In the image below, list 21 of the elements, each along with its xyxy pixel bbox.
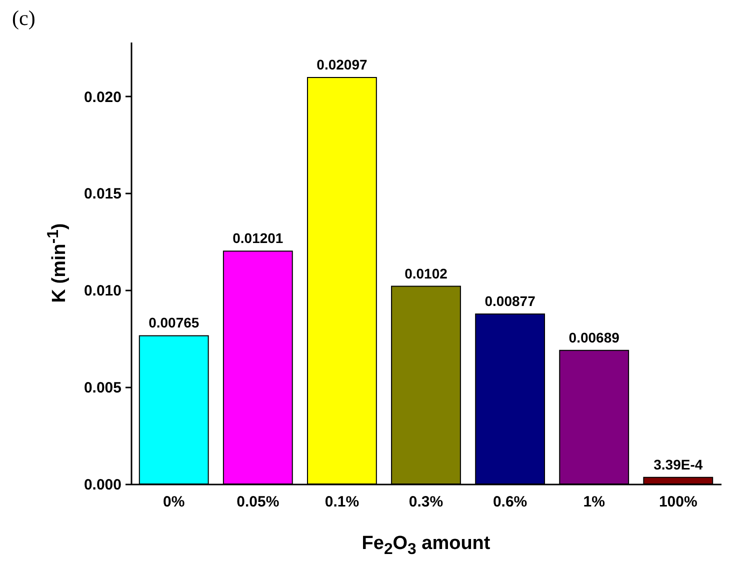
y-tick-label: 0.005 <box>84 380 122 397</box>
x-tick-label: 0.05% <box>236 494 280 510</box>
data-label: 0.00765 <box>148 314 200 331</box>
x-tick-label: 0.6% <box>492 494 528 510</box>
x-tick-label: 100% <box>658 494 698 510</box>
x-tick-label: 0.3% <box>408 494 444 510</box>
data-label: 0.00877 <box>484 292 536 309</box>
y-tick-label: 0.015 <box>84 186 122 203</box>
x-axis-title: Fe$_{2}$O$_{3}$ amount <box>360 533 492 559</box>
data-label: 0.01201 <box>232 230 284 246</box>
text: (c) <box>12 6 36 31</box>
data-label: 3.39E-4 <box>654 456 703 472</box>
x-tick-label: 0.1% <box>324 494 360 510</box>
x-tick-label: 0% <box>163 494 185 510</box>
data-label: 0.00689 <box>568 329 620 346</box>
y-tick-label: 0.000 <box>84 476 122 494</box>
y-tick-label: 0.010 <box>84 282 122 300</box>
data-label: 0.0102 <box>404 265 448 282</box>
y-tick-label: 0.020 <box>84 88 122 106</box>
data-label: 0.02097 <box>316 56 368 72</box>
x-tick-label: 1% <box>583 494 605 510</box>
